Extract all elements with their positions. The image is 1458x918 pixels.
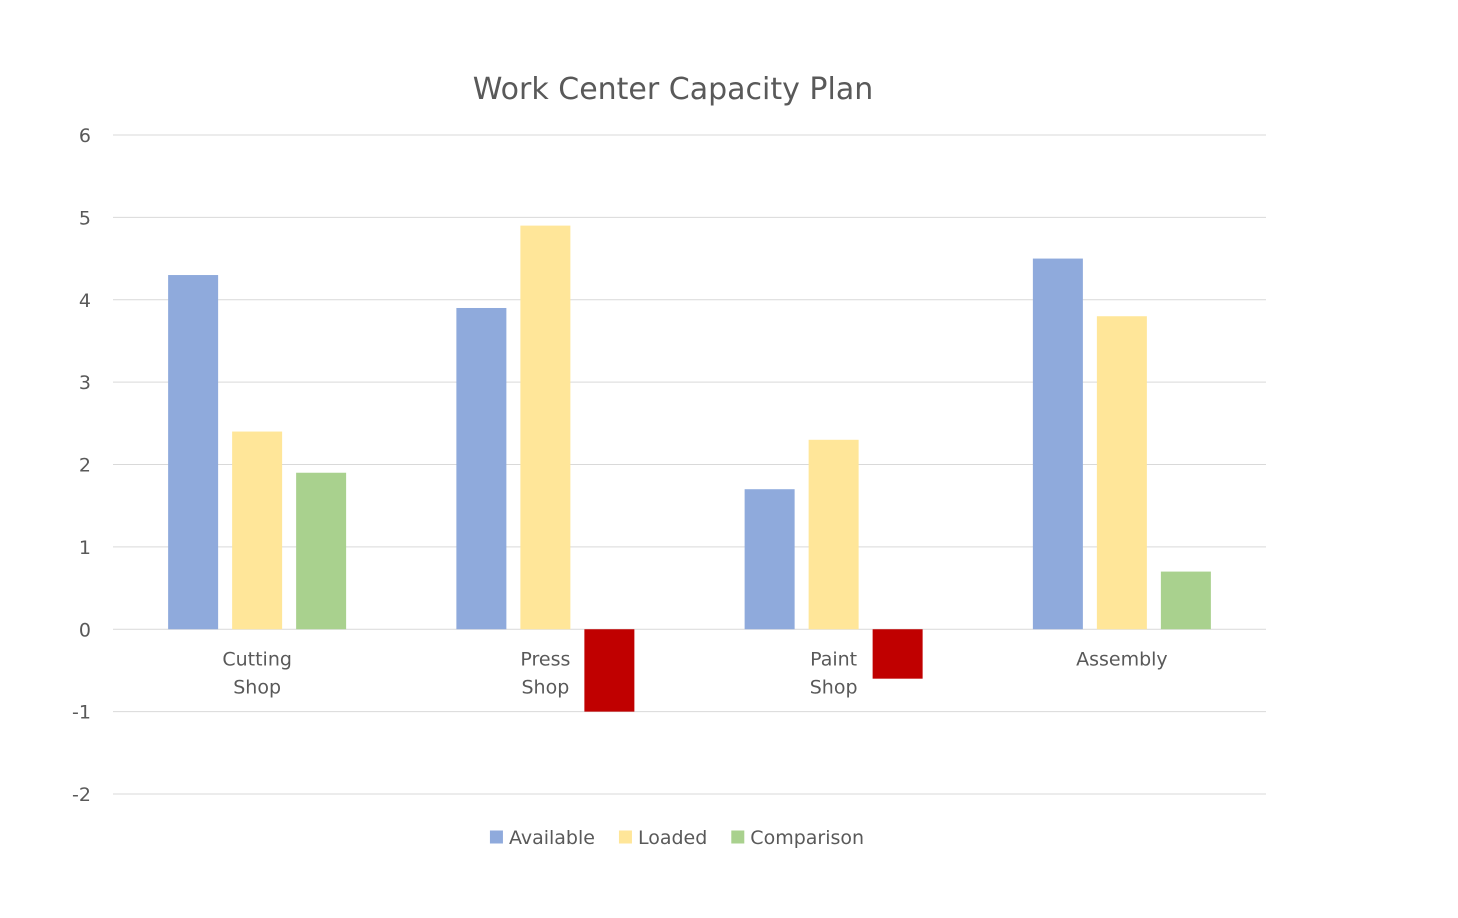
legend-swatch bbox=[731, 830, 745, 844]
y-tick-label: 0 bbox=[79, 619, 91, 641]
x-tick-label: Press Shop bbox=[520, 648, 570, 698]
legend-label: Available bbox=[509, 827, 595, 849]
bar-comparison-0 bbox=[296, 472, 347, 630]
bar-comparison-3 bbox=[1160, 571, 1211, 630]
bar-available-1 bbox=[456, 307, 507, 630]
y-tick-label: 2 bbox=[79, 455, 91, 477]
y-tick-label: 6 bbox=[79, 125, 91, 147]
x-axis-labels: Cutting Shop Press Shop Paint Shop Assembly bbox=[222, 648, 1167, 698]
gridlines bbox=[113, 134, 1266, 795]
bar-loaded-0 bbox=[232, 431, 283, 630]
legend-label: Loaded bbox=[638, 827, 707, 849]
x-tick-label: Assembly bbox=[1076, 648, 1168, 670]
x-tick-label-line: Paint bbox=[810, 648, 857, 670]
bar-available-3 bbox=[1032, 258, 1083, 630]
x-tick-label-line: Cutting bbox=[222, 648, 292, 670]
legend-item-loaded: Loaded bbox=[618, 827, 707, 849]
bar-available-0 bbox=[168, 275, 219, 630]
legend-swatch bbox=[489, 830, 503, 844]
x-tick-label-line: Shop bbox=[521, 676, 569, 698]
x-tick-label-line: Shop bbox=[233, 676, 281, 698]
bars bbox=[168, 225, 1211, 712]
bar-available-2 bbox=[744, 489, 795, 630]
legend: Available Loaded Comparison bbox=[489, 827, 864, 849]
x-tick-label-line: Press bbox=[520, 648, 570, 670]
x-tick-label-line: Shop bbox=[810, 676, 858, 698]
bar-comparison-1 bbox=[584, 629, 635, 712]
y-axis-ticks: 6 5 4 3 2 1 0 -1 -2 bbox=[72, 125, 91, 806]
y-tick-label: -1 bbox=[72, 702, 91, 724]
bar-loaded-1 bbox=[520, 225, 571, 630]
bar-loaded-3 bbox=[1096, 316, 1147, 630]
bar-loaded-2 bbox=[808, 439, 859, 630]
x-tick-label: Cutting Shop bbox=[222, 648, 292, 698]
chart-title: Work Center Capacity Plan bbox=[473, 72, 873, 107]
y-tick-label: 1 bbox=[79, 537, 91, 559]
legend-label: Comparison bbox=[750, 827, 864, 849]
y-tick-label: -2 bbox=[72, 784, 91, 806]
y-tick-label: 4 bbox=[79, 290, 91, 312]
legend-item-comparison: Comparison bbox=[731, 827, 864, 849]
x-tick-label-line: Assembly bbox=[1076, 648, 1168, 670]
y-tick-label: 5 bbox=[79, 207, 91, 229]
y-tick-label: 3 bbox=[79, 372, 91, 394]
legend-swatch bbox=[618, 830, 632, 844]
bar-comparison-2 bbox=[872, 629, 923, 679]
x-tick-label: Paint Shop bbox=[810, 648, 858, 698]
legend-item-available: Available bbox=[489, 827, 595, 849]
